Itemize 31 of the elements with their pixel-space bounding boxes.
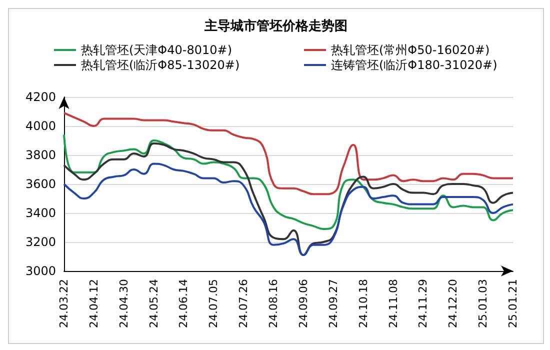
legend-label: 连铸管坯(临沂Φ180-31020#) — [331, 58, 498, 72]
y-tick-label: 4000 — [25, 119, 56, 133]
line-series — [63, 134, 514, 230]
x-tick-label: 24.10.18 — [356, 279, 370, 328]
x-tick-label: 25.01.21 — [506, 279, 520, 328]
x-tick-label: 24.04.12 — [87, 279, 100, 328]
line-series — [63, 162, 514, 256]
x-tick-label: 24.04.30 — [117, 279, 130, 328]
line-series — [63, 112, 514, 196]
x-tick-label: 24.08.16 — [267, 279, 280, 328]
x-tick-label: 24.07.26 — [237, 279, 250, 328]
x-tick-label: 24.11.08 — [386, 279, 400, 328]
x-tick-label: 24.07.05 — [207, 279, 220, 328]
legend-label: 热轧管坯(常州Φ50-16020#) — [331, 43, 490, 57]
y-tick-label: 3000 — [25, 264, 56, 278]
x-tick-label: 24.09.06 — [296, 279, 310, 328]
x-tick-label: 24.03.22 — [58, 279, 70, 328]
y-tick-label: 4200 — [25, 90, 56, 104]
x-tick-label: 24.11.29 — [416, 279, 430, 328]
legend-label: 热轧管坯(天津Φ40-8010#) — [81, 43, 232, 57]
x-tick-label: 24.06.14 — [177, 279, 190, 328]
x-tick-label: 24.12.20 — [446, 279, 460, 328]
y-tick-label: 3800 — [25, 148, 56, 162]
chart-title: 主导城市管坯价格走势图 — [204, 18, 348, 34]
y-tick-label: 3200 — [25, 235, 56, 249]
y-tick-label: 3400 — [25, 206, 56, 220]
x-tick-label: 24.09.27 — [326, 279, 340, 328]
y-tick-label: 3600 — [25, 177, 56, 191]
x-tick-label: 25.01.03 — [476, 279, 490, 328]
legend-label: 热轧管坯(临沂Φ85-13020#) — [81, 58, 240, 72]
x-tick-label: 24.05.24 — [147, 279, 160, 328]
